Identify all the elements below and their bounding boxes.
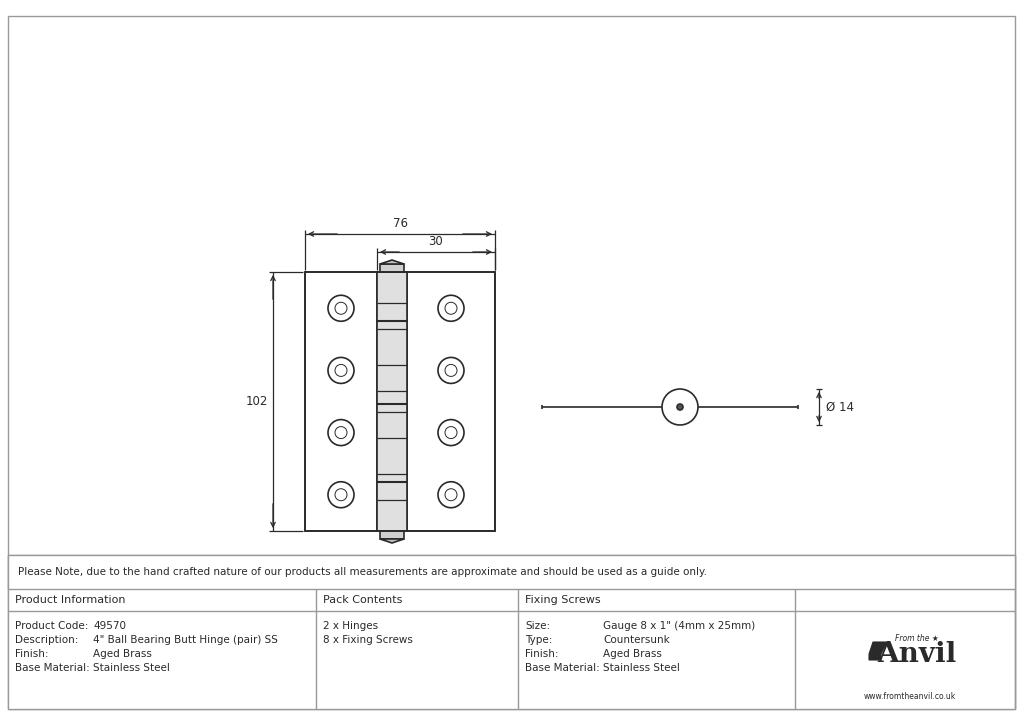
Bar (380, 264, 404, 272)
Circle shape (445, 302, 457, 314)
Text: Base Material:: Base Material: (15, 663, 90, 673)
Text: Stainless Steel: Stainless Steel (603, 663, 680, 673)
Bar (380, 531, 404, 539)
Circle shape (677, 404, 683, 410)
Bar (407, 272, 495, 531)
Text: 30: 30 (429, 235, 443, 248)
Text: Pack Contents: Pack Contents (323, 595, 402, 605)
Bar (305, 272, 495, 531)
Bar (305, 272, 377, 531)
Circle shape (662, 389, 698, 425)
Circle shape (328, 296, 354, 321)
Circle shape (438, 482, 464, 508)
Circle shape (445, 426, 457, 439)
Bar (377, 272, 407, 531)
Circle shape (438, 357, 464, 383)
Bar (8, 555, 1015, 589)
Circle shape (445, 365, 457, 377)
Text: Please Note, due to the hand crafted nature of our products all measurements are: Please Note, due to the hand crafted nat… (18, 567, 707, 577)
Text: Stainless Steel: Stainless Steel (93, 663, 170, 673)
Circle shape (328, 482, 354, 508)
Text: Aged Brass: Aged Brass (603, 649, 662, 659)
Polygon shape (869, 642, 887, 660)
Text: Aged Brass: Aged Brass (93, 649, 152, 659)
Text: Base Material:: Base Material: (525, 663, 600, 673)
Text: Finish:: Finish: (525, 649, 558, 659)
Text: 2 x Hinges: 2 x Hinges (323, 621, 378, 631)
Text: From the ★: From the ★ (895, 633, 939, 643)
Text: Product Code:: Product Code: (15, 621, 88, 631)
Circle shape (335, 489, 347, 500)
Text: Fixing Screws: Fixing Screws (525, 595, 601, 605)
Text: 49570: 49570 (93, 621, 126, 631)
Text: 102: 102 (246, 395, 268, 408)
Text: Gauge 8 x 1" (4mm x 25mm): Gauge 8 x 1" (4mm x 25mm) (603, 621, 756, 631)
Circle shape (328, 357, 354, 383)
Bar (8, 555, 1015, 709)
Text: Product Information: Product Information (15, 595, 126, 605)
Text: Countersunk: Countersunk (603, 635, 670, 645)
Circle shape (438, 420, 464, 446)
Circle shape (328, 420, 354, 446)
Text: 4" Ball Bearing Butt Hinge (pair) SS: 4" Ball Bearing Butt Hinge (pair) SS (93, 635, 278, 645)
Text: Ø 14: Ø 14 (826, 400, 854, 413)
Polygon shape (380, 539, 404, 543)
Circle shape (445, 489, 457, 500)
Text: Size:: Size: (525, 621, 550, 631)
Text: Type:: Type: (525, 635, 552, 645)
Circle shape (438, 296, 464, 321)
Circle shape (335, 365, 347, 377)
Text: Anvil: Anvil (878, 641, 956, 669)
Text: 76: 76 (392, 217, 408, 230)
Text: Description:: Description: (15, 635, 79, 645)
Text: 8 x Fixing Screws: 8 x Fixing Screws (323, 635, 413, 645)
Text: www.fromtheanvil.co.uk: www.fromtheanvil.co.uk (864, 692, 956, 701)
Text: Finish:: Finish: (15, 649, 48, 659)
Polygon shape (380, 260, 404, 264)
Circle shape (335, 302, 347, 314)
Circle shape (335, 426, 347, 439)
